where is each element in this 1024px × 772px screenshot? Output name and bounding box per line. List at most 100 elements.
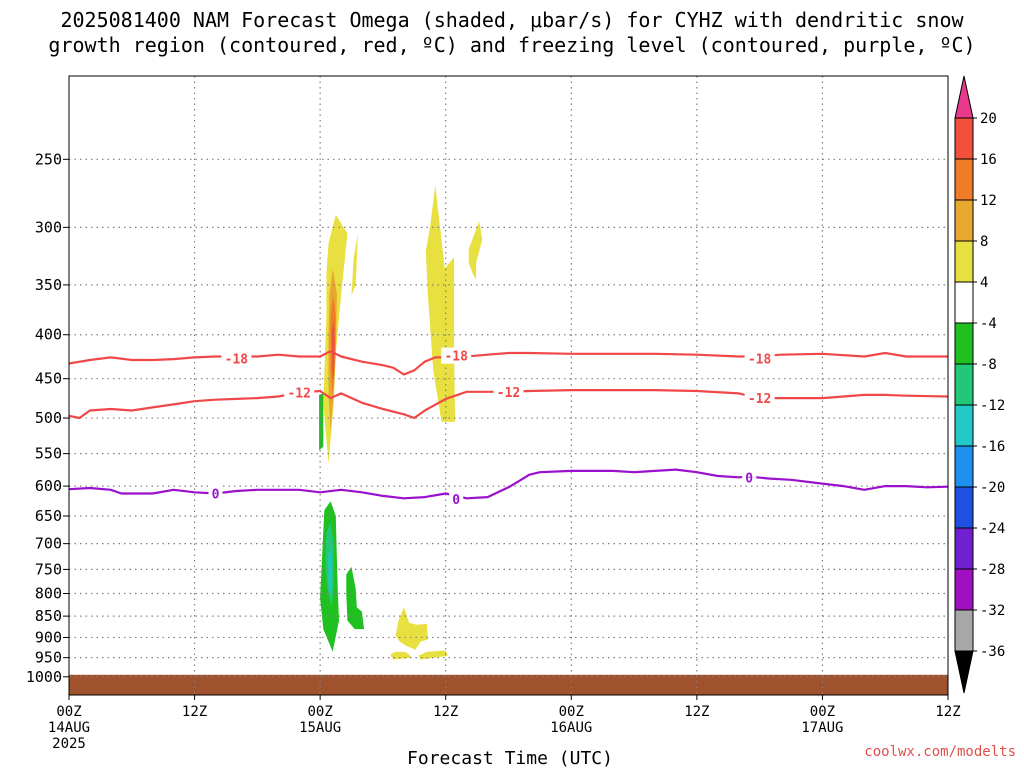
contour-line-2 — [68, 468, 949, 500]
x-tick-label-5: 12Z — [684, 704, 709, 720]
contour-label-bg-0-0 — [221, 350, 252, 367]
colorbar-label-1: 16 — [980, 152, 997, 168]
colorbar: 20 16 12 8 4 -4 -8 -12 -16 -20 -24 -28 -32 -36 — [954, 75, 1005, 694]
colorbar-label-2: 12 — [980, 193, 997, 209]
y-tick-label-350: 350 — [35, 276, 62, 294]
contour-label-bg-1-0 — [284, 384, 315, 401]
x-tick-year-0: 2025 — [52, 736, 86, 752]
colorbar-bin-11 — [954, 568, 974, 611]
colorbar-bin-3 — [954, 240, 974, 283]
colorbar-label-12: -32 — [980, 603, 1005, 619]
colorbar-label-10: -24 — [980, 521, 1005, 537]
omega-shade-14 — [418, 650, 448, 660]
contour-label-0-0: -18 — [225, 352, 249, 367]
y-tick-label-600: 600 — [35, 477, 62, 495]
colorbar-bin-0 — [954, 117, 974, 160]
colorbar-bin-6 — [954, 363, 974, 406]
x-tick-date-2: 15AUG — [299, 720, 341, 736]
colorbar-top-arrow — [954, 75, 974, 119]
contour-label-bg-2-2 — [742, 469, 757, 486]
contour-label-2-2: 0 — [745, 471, 753, 486]
y-tick-label-850: 850 — [35, 607, 62, 625]
x-tick-label-1: 12Z — [182, 704, 207, 720]
contour-label-0-2: -18 — [748, 352, 772, 367]
x-tick-label-0: 00Z — [56, 704, 81, 720]
plot-frame — [68, 75, 949, 696]
chart-title-line-2: growth region (contoured, red, ºC) and f… — [48, 33, 975, 57]
contour-line-0 — [68, 350, 948, 376]
omega-shade-13 — [390, 651, 413, 660]
y-tick-label-1000: 1000 — [26, 668, 62, 686]
omega-shade-6 — [351, 233, 358, 296]
x-tick-label-3: 12Z — [433, 704, 458, 720]
y-tick-label-550: 550 — [35, 445, 62, 463]
colorbar-bin-5 — [954, 322, 974, 365]
omega-shade-11 — [346, 566, 365, 630]
contour-label-2-1: 0 — [452, 493, 460, 508]
contour-label-bg-0-2 — [744, 350, 775, 367]
y-tick-label-650: 650 — [35, 507, 62, 525]
omega-shade-5 — [468, 221, 483, 280]
colorbar-label-6: -8 — [980, 357, 997, 373]
y-tick-label-400: 400 — [35, 326, 62, 344]
contour-label-bg-2-0 — [208, 485, 223, 502]
x-tick-label-4: 00Z — [559, 704, 584, 720]
y-tick-label-750: 750 — [35, 560, 62, 578]
contour-label-bg-0-1 — [441, 347, 472, 364]
plot-area — [69, 185, 948, 695]
contour-label-1-0: -12 — [287, 387, 310, 402]
ground-surface — [69, 674, 948, 695]
colorbar-bin-9 — [954, 486, 974, 529]
x-tick-label-6: 00Z — [810, 704, 835, 720]
colorbar-label-3: 8 — [980, 234, 988, 250]
colorbar-label-7: -12 — [980, 398, 1005, 414]
y-tick-label-950: 950 — [35, 649, 62, 667]
colorbar-label-5: -4 — [980, 316, 997, 332]
y-tick-label-500: 500 — [35, 409, 62, 427]
temperature-contours: -18 -18 -18 -12 -12 -12 0 0 0 — [68, 347, 949, 508]
y-tick-label-450: 450 — [35, 370, 62, 388]
colorbar-label-8: -16 — [980, 439, 1005, 455]
omega-shade-12 — [395, 607, 428, 650]
grid-lines — [69, 76, 948, 695]
chart-title-line-1: 2025081400 NAM Forecast Omega (shaded, μ… — [60, 8, 964, 32]
colorbar-label-13: -36 — [980, 644, 1005, 660]
y-tick-label-300: 300 — [35, 218, 62, 236]
colorbar-bin-7 — [954, 404, 974, 447]
colorbar-bin-1 — [954, 158, 974, 201]
x-tick-date-6: 17AUG — [801, 720, 843, 736]
contour-label-1-1: -12 — [497, 386, 520, 401]
omega-shade-10 — [328, 548, 332, 594]
contour-label-1-2: -12 — [748, 392, 771, 407]
contour-label-bg-1-2 — [744, 390, 775, 407]
colorbar-label-9: -20 — [980, 480, 1005, 496]
colorbar-bin-4 — [954, 281, 974, 324]
colorbar-bottom-arrow — [954, 650, 974, 694]
omega-shade-7 — [319, 393, 324, 451]
y-tick-label-800: 800 — [35, 585, 62, 603]
colorbar-bin-2 — [954, 199, 974, 242]
x-tick-label-7: 12Z — [935, 704, 960, 720]
x-tick-date-0: 14AUG — [48, 720, 90, 736]
y-tick-label-250: 250 — [35, 150, 62, 168]
x-axis-title: Forecast Time (UTC) — [407, 748, 613, 768]
contour-label-bg-1-1 — [493, 383, 524, 400]
contour-label-bg-2-1 — [449, 490, 464, 507]
colorbar-label-4: 4 — [980, 275, 988, 291]
y-tick-label-900: 900 — [35, 629, 62, 647]
x-tick-label-2: 00Z — [307, 704, 332, 720]
x-tick-date-4: 16AUG — [550, 720, 592, 736]
y-tick-label-700: 700 — [35, 535, 62, 553]
contour-label-2-0: 0 — [212, 488, 220, 503]
colorbar-label-0: 20 — [980, 111, 997, 127]
contour-label-0-1: -18 — [444, 350, 468, 365]
colorbar-bin-10 — [954, 527, 974, 570]
y-axis-pressure-ticks: 250 300 350 400 450 500 550 600 650 700 750 800 850 9… — [26, 150, 69, 686]
colorbar-label-11: -28 — [980, 562, 1005, 578]
source-credit: coolwx.com/modelts — [864, 744, 1016, 760]
colorbar-bin-8 — [954, 445, 974, 488]
omega-shade-4 — [425, 185, 456, 422]
